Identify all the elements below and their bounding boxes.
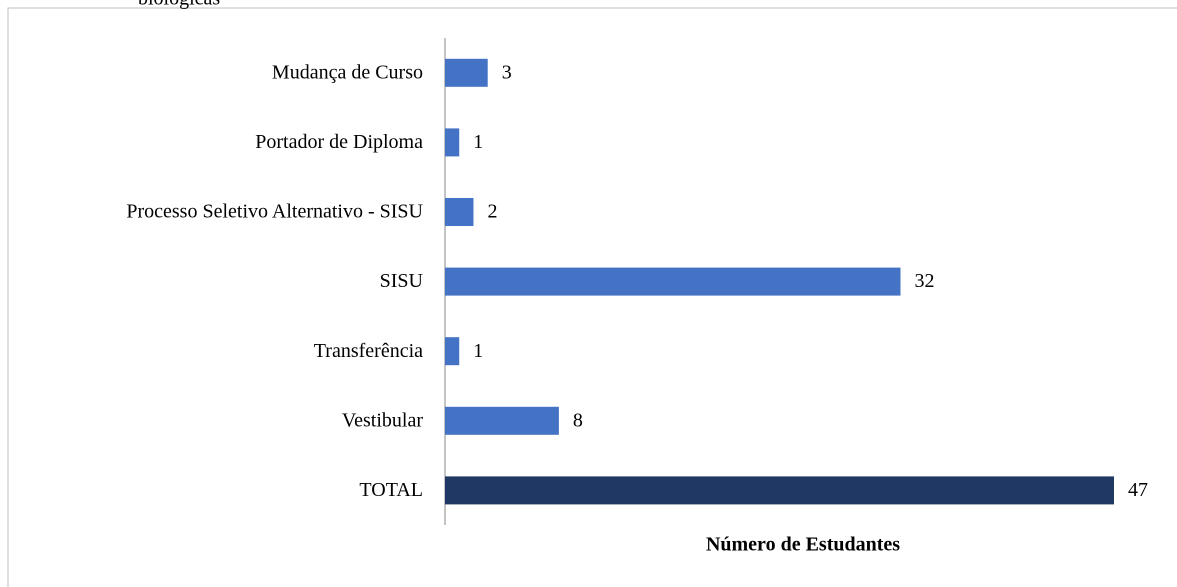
y-tick-label: Processo Seletivo Alternativo - SISU (126, 201, 423, 223)
bar (445, 337, 460, 366)
value-label: 8 (573, 409, 583, 431)
bar (445, 476, 1114, 505)
value-label: 2 (487, 201, 497, 223)
value-label: 47 (1128, 479, 1148, 501)
value-label: 1 (473, 340, 483, 362)
value-label: 3 (502, 61, 512, 83)
y-tick-label: Transferência (314, 340, 423, 362)
value-label: 32 (914, 270, 934, 292)
bar (445, 198, 474, 226)
caption: biológicas (138, 0, 220, 10)
bar (445, 267, 901, 296)
bar (445, 406, 559, 435)
y-tick-label: TOTAL (359, 479, 423, 501)
y-tick-label: Mudança de Curso (272, 61, 423, 83)
bar (445, 128, 460, 157)
bar (445, 58, 488, 87)
chart-frame (7, 7, 1177, 587)
value-label: 1 (473, 131, 483, 153)
y-tick-label: SISU (380, 270, 424, 292)
y-tick-label: Vestibular (342, 409, 423, 431)
y-tick-label: Portador de Diploma (255, 131, 423, 153)
x-axis-label: Número de Estudantes (706, 534, 900, 556)
